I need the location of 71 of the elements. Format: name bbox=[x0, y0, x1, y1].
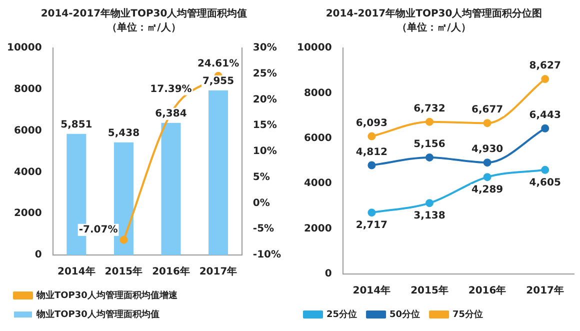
y-tick-label: 2000 bbox=[304, 223, 332, 234]
y-tick-label: 6000 bbox=[14, 125, 42, 136]
bar bbox=[161, 122, 181, 255]
data-label: 5,851 bbox=[60, 119, 92, 130]
y2-tick-label: 15% bbox=[252, 120, 277, 132]
point bbox=[120, 236, 128, 244]
chart-title: 2014-2017年物业TOP30人均管理面积分位图 bbox=[326, 8, 542, 20]
data-label: 6,732 bbox=[414, 103, 446, 114]
y2-tick-label: -10% bbox=[252, 250, 282, 261]
point bbox=[483, 158, 492, 167]
x-tick-label: 2016年 bbox=[468, 284, 506, 297]
x-tick-label: 2017年 bbox=[526, 284, 564, 297]
y2-tick-label: -5% bbox=[252, 224, 274, 235]
y-tick-label: 0 bbox=[324, 268, 332, 280]
y2-tick-label: 10% bbox=[252, 146, 277, 158]
data-label: -7.07% bbox=[78, 224, 118, 236]
data-label: 7,955 bbox=[202, 76, 234, 87]
point bbox=[425, 118, 434, 126]
data-label: 3,138 bbox=[414, 210, 446, 222]
point bbox=[541, 124, 550, 132]
legend-label: 25分位 bbox=[326, 308, 358, 320]
point bbox=[483, 173, 492, 182]
y2-tick-label: 30% bbox=[252, 42, 277, 54]
x-tick-label: 2015年 bbox=[104, 266, 143, 278]
x-tick-label: 2015年 bbox=[410, 284, 448, 297]
y-tick-label: 4000 bbox=[14, 166, 42, 178]
y2-tick-label: 0% bbox=[252, 198, 270, 209]
y2-tick-label: 5% bbox=[252, 172, 270, 183]
data-label: 17.39% bbox=[150, 84, 192, 95]
data-label: 24.61% bbox=[197, 58, 240, 70]
y-tick-label: 4000 bbox=[304, 178, 332, 190]
y-tick-label: 8000 bbox=[304, 88, 332, 99]
y-tick-label: 10000 bbox=[6, 42, 42, 54]
chart-title: 2014-2017年物业TOP30人均管理面积均值 bbox=[40, 8, 248, 20]
point bbox=[368, 161, 376, 170]
y-tick-label: 2000 bbox=[14, 208, 42, 220]
point bbox=[541, 166, 550, 174]
y-tick-label: 8000 bbox=[14, 84, 42, 95]
data-label: 6,677 bbox=[471, 104, 504, 116]
data-label: 4,812 bbox=[356, 146, 388, 158]
data-label: 6,443 bbox=[529, 110, 561, 121]
y2-tick-label: 25% bbox=[252, 68, 277, 80]
data-label: 2,717 bbox=[356, 220, 388, 232]
data-label: 8,627 bbox=[529, 60, 561, 72]
point bbox=[425, 199, 434, 208]
x-tick-label: 2014年 bbox=[352, 284, 391, 297]
data-label: 5,156 bbox=[414, 139, 446, 150]
point bbox=[368, 208, 376, 217]
y-tick-label: 10000 bbox=[296, 42, 332, 54]
data-label: 4,605 bbox=[529, 178, 561, 189]
x-tick-label: 2017年 bbox=[199, 266, 238, 278]
point bbox=[368, 132, 376, 140]
x-tick-label: 2016年 bbox=[152, 266, 190, 278]
point bbox=[541, 75, 550, 84]
data-label: 5,438 bbox=[108, 128, 140, 140]
legend-label: 50分位 bbox=[390, 308, 420, 320]
legend-label: 物业TOP30人均管理面积均值 bbox=[36, 308, 160, 320]
data-label: 4,289 bbox=[471, 184, 504, 196]
bar bbox=[208, 90, 228, 255]
legend-label: 物业TOP30人均管理面积均值增速 bbox=[36, 290, 178, 301]
point bbox=[483, 119, 492, 128]
chart-subtitle: （单位：㎡/人） bbox=[107, 22, 181, 34]
data-label: 4,930 bbox=[471, 144, 504, 156]
y2-tick-label: 20% bbox=[252, 94, 277, 106]
x-tick-label: 2014年 bbox=[58, 266, 96, 278]
point bbox=[425, 153, 434, 162]
legend-label: 75分位 bbox=[452, 308, 484, 320]
chart-subtitle: （单位：㎡/人） bbox=[397, 22, 471, 34]
y-tick-label: 6000 bbox=[304, 132, 332, 144]
data-label: 6,093 bbox=[356, 118, 388, 129]
y-tick-label: 0 bbox=[34, 250, 42, 261]
